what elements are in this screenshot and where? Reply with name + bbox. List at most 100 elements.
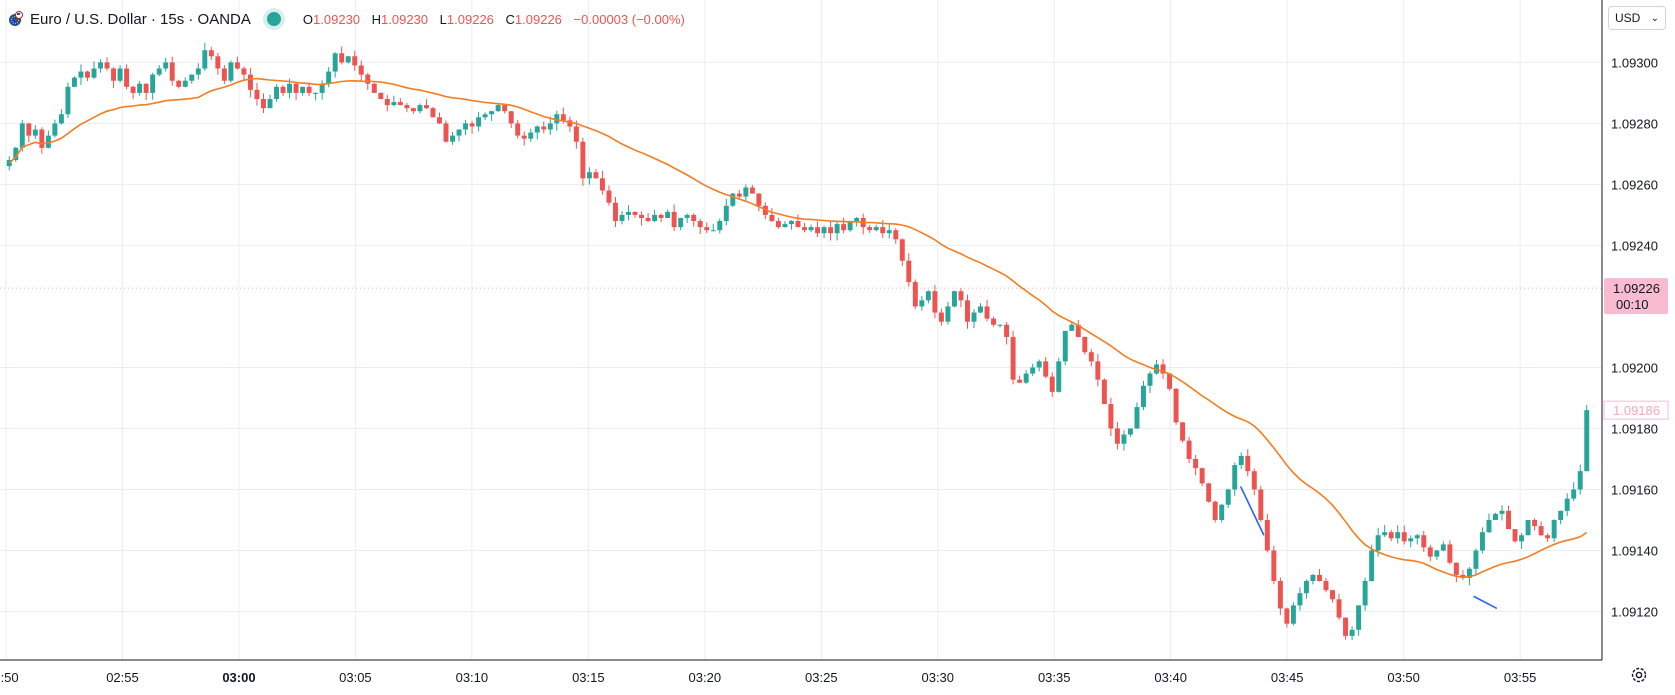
candle-body[interactable] — [332, 53, 338, 72]
candle-body[interactable] — [437, 117, 442, 124]
candle-body[interactable] — [971, 312, 977, 322]
candle-body[interactable] — [221, 68, 227, 81]
candle-body[interactable] — [319, 83, 325, 93]
candle-body[interactable] — [463, 123, 469, 130]
candle-body[interactable] — [528, 132, 534, 139]
candle-body[interactable] — [1388, 532, 1394, 539]
candle-body[interactable] — [560, 114, 566, 121]
candle-body[interactable] — [802, 227, 807, 231]
candle-body[interactable] — [1108, 404, 1114, 429]
candle-body[interactable] — [951, 291, 957, 307]
candle-body[interactable] — [189, 74, 195, 81]
candle-body[interactable] — [1114, 428, 1120, 444]
candle-body[interactable] — [247, 74, 253, 90]
candle-body[interactable] — [978, 306, 983, 313]
candle-body[interactable] — [1564, 498, 1570, 511]
candle-body[interactable] — [1245, 455, 1251, 472]
candle-body[interactable] — [841, 224, 847, 231]
candle-body[interactable] — [1036, 361, 1042, 368]
candle-body[interactable] — [287, 83, 293, 93]
candle-body[interactable] — [417, 105, 423, 112]
time-axis-panel[interactable] — [0, 660, 1675, 695]
candle-body[interactable] — [1180, 422, 1186, 441]
candle-body[interactable] — [1525, 519, 1531, 536]
candle-body[interactable] — [815, 227, 821, 234]
candle-body[interactable] — [554, 114, 560, 124]
candle-body[interactable] — [241, 68, 247, 75]
candle-body[interactable] — [202, 50, 208, 69]
candle-body[interactable] — [769, 214, 775, 222]
candle-body[interactable] — [795, 221, 801, 228]
candle-body[interactable] — [71, 77, 77, 87]
candle-body[interactable] — [1160, 364, 1166, 374]
candle-body[interactable] — [1030, 367, 1036, 374]
candle-body[interactable] — [515, 123, 521, 136]
candle-body[interactable] — [267, 99, 273, 109]
candle-body[interactable] — [300, 86, 306, 93]
candle-body[interactable] — [906, 260, 912, 283]
candle-body[interactable] — [1427, 547, 1433, 557]
candle-body[interactable] — [1193, 458, 1199, 469]
candle-body[interactable] — [1356, 605, 1362, 630]
candle-body[interactable] — [743, 187, 749, 197]
candle-body[interactable] — [547, 123, 553, 130]
candle-body[interactable] — [736, 193, 742, 197]
candle-body[interactable] — [1219, 504, 1225, 520]
candle-body[interactable] — [371, 83, 377, 93]
candle-body[interactable] — [1532, 519, 1538, 527]
candle-body[interactable] — [789, 221, 794, 225]
candle-body[interactable] — [645, 217, 651, 222]
candle-body[interactable] — [326, 71, 332, 84]
candle-body[interactable] — [1290, 605, 1296, 624]
candle-body[interactable] — [1303, 580, 1309, 594]
candle-body[interactable] — [671, 211, 677, 228]
candle-body[interactable] — [91, 68, 97, 78]
candle-body[interactable] — [1056, 361, 1062, 392]
candle-body[interactable] — [1447, 544, 1453, 563]
candle-body[interactable] — [1232, 465, 1238, 490]
candle-body[interactable] — [1317, 574, 1322, 581]
candle-body[interactable] — [274, 86, 279, 100]
candle-body[interactable] — [782, 224, 788, 228]
candle-body[interactable] — [1101, 379, 1107, 405]
candle-body[interactable] — [32, 129, 38, 136]
candle-body[interactable] — [169, 62, 175, 81]
candle-body[interactable] — [639, 214, 645, 218]
candle-body[interactable] — [1271, 550, 1277, 581]
candle-body[interactable] — [1369, 550, 1375, 581]
candle-body[interactable] — [111, 68, 117, 81]
candle-body[interactable] — [1473, 550, 1479, 569]
candle-body[interactable] — [1212, 501, 1218, 520]
candle-body[interactable] — [391, 102, 397, 106]
candle-body[interactable] — [1343, 617, 1349, 636]
trendline[interactable] — [1239, 486, 1265, 536]
candle-body[interactable] — [1395, 532, 1401, 539]
candle-body[interactable] — [365, 74, 371, 84]
candle-body[interactable] — [469, 123, 475, 127]
candle-body[interactable] — [925, 291, 931, 301]
candle-body[interactable] — [423, 105, 429, 109]
candle-body[interactable] — [665, 211, 671, 218]
candle-body[interactable] — [1206, 483, 1212, 502]
candle-body[interactable] — [893, 230, 899, 240]
candle-body[interactable] — [85, 71, 90, 78]
candle-body[interactable] — [45, 135, 51, 148]
candle-body[interactable] — [821, 227, 827, 234]
candle-body[interactable] — [339, 53, 345, 63]
candle-body[interactable] — [1486, 519, 1492, 533]
candle-body[interactable] — [450, 135, 455, 142]
candle-body[interactable] — [958, 291, 964, 301]
candle-body[interactable] — [945, 306, 951, 322]
candle-body[interactable] — [1499, 510, 1505, 514]
candle-body[interactable] — [938, 312, 944, 322]
candle-body[interactable] — [156, 68, 162, 75]
candle-body[interactable] — [573, 126, 579, 142]
candle-body[interactable] — [1017, 379, 1023, 383]
candle-body[interactable] — [358, 65, 364, 75]
candle-body[interactable] — [1453, 562, 1459, 575]
candle-body[interactable] — [65, 86, 71, 115]
symbol-title[interactable]: Euro / U.S. Dollar · 15s · OANDA — [30, 10, 251, 28]
candle-body[interactable] — [215, 56, 221, 69]
candle-body[interactable] — [1336, 599, 1342, 618]
